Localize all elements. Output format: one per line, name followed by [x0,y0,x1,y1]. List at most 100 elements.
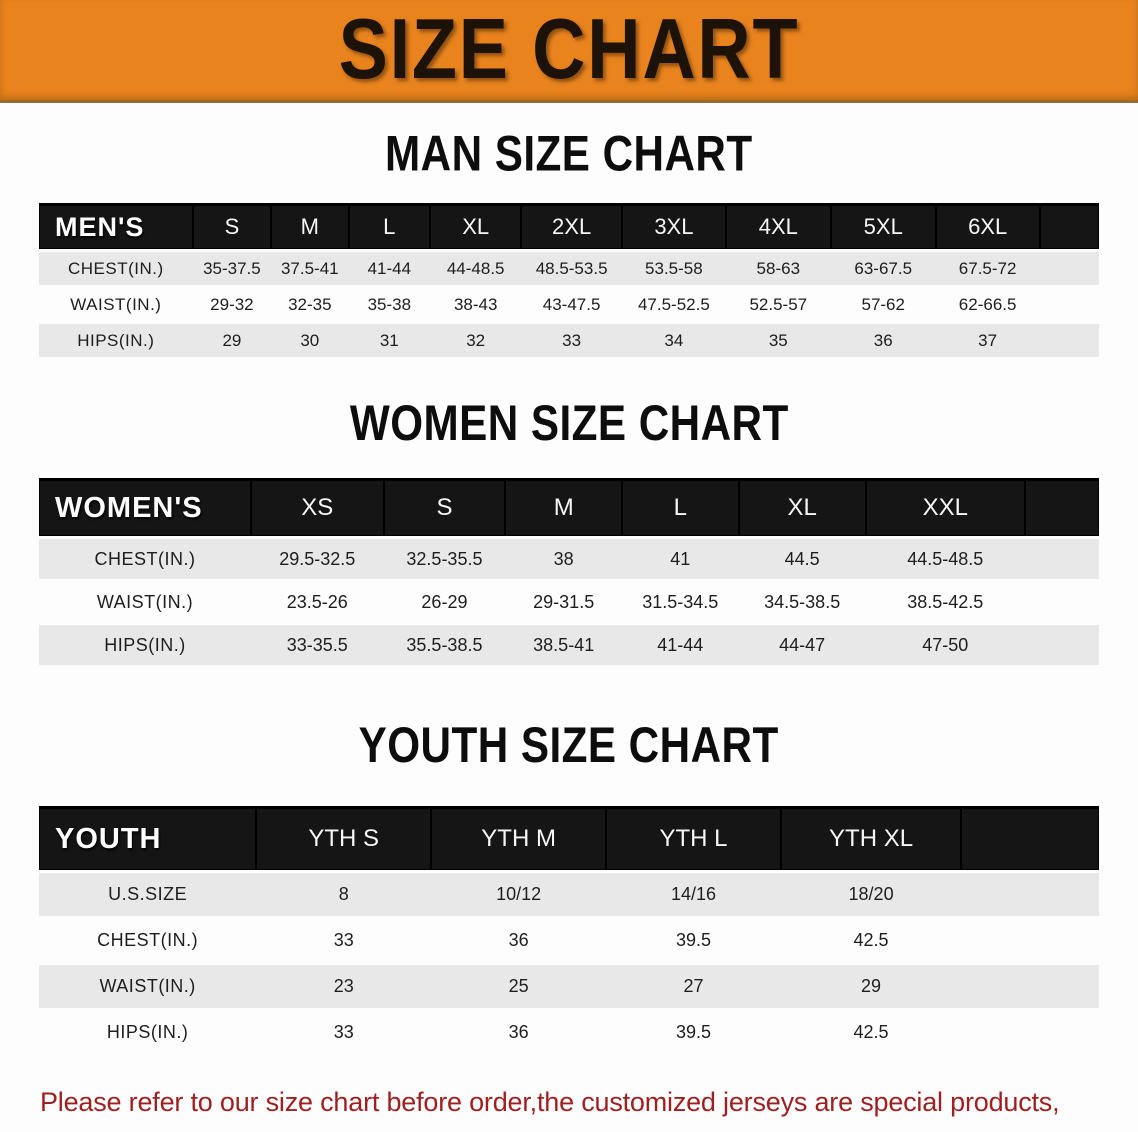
cell: 8 [256,871,432,919]
cell-filler [1024,623,1099,668]
cell: 32 [430,322,522,360]
men-heading-text: MAN SIZE CHART [385,126,753,183]
cell: 37.5-41 [271,250,349,288]
cell: 33 [521,322,622,360]
cell: 44-48.5 [430,250,522,288]
cell: 23.5-26 [251,580,384,625]
cell: 38.5-42.5 [865,580,1025,625]
cell: 29-31.5 [505,580,622,625]
men-row-hips: HIPS(IN.) 29 30 31 32 33 34 35 36 37 [39,322,1099,360]
cell: 35.5-38.5 [383,623,506,668]
cell: 18/20 [780,871,962,919]
women-col-xl: XL [738,478,866,539]
cell-filler [961,871,1099,919]
cell: 35 [725,322,831,360]
cell: 10/12 [431,871,607,919]
youth-row-hips: HIPS(IN.) 33 36 39.5 42.5 [39,1009,1099,1057]
cell: 35-37.5 [192,250,272,288]
row-label: CHEST(IN.) [39,250,193,288]
row-label: CHEST(IN.) [39,537,251,582]
cell: 29 [192,322,272,360]
banner: SIZE CHART [0,0,1138,103]
women-size-table: WOMEN'S XS S M L XL XXL CHEST(IN.) 29.5-… [39,478,1099,668]
cell: 29 [780,963,962,1011]
row-label: HIPS(IN.) [39,623,251,668]
youth-col-s: YTH S [256,806,432,873]
cell: 23 [256,963,432,1011]
cell: 43-47.5 [521,286,622,324]
youth-table-label: YOUTH [39,806,257,873]
cell: 35-38 [348,286,431,324]
disclaimer-note: Please refer to our size chart before or… [40,1081,1098,1132]
cell-filler [1039,322,1099,360]
cell: 44.5 [738,537,866,582]
men-col-5xl: 5XL [830,203,936,252]
cell: 42.5 [780,1009,962,1057]
men-size-table: MEN'S S M L XL 2XL 3XL 4XL 5XL 6XL CHEST… [39,203,1099,360]
cell: 44-47 [738,623,866,668]
cell: 34 [621,322,726,360]
men-table-label: MEN'S [39,203,193,252]
cell: 57-62 [830,286,936,324]
cell: 62-66.5 [935,286,1040,324]
cell: 34.5-38.5 [738,580,866,625]
cell: 36 [431,1009,607,1057]
women-row-waist: WAIST(IN.) 23.5-26 26-29 29-31.5 31.5-34… [39,580,1099,625]
men-col-xl: XL [430,203,522,252]
row-label: WAIST(IN.) [39,286,193,324]
cell-filler [961,963,1099,1011]
women-col-xxl: XXL [865,478,1025,539]
women-header-row: WOMEN'S XS S M L XL XXL [39,478,1099,539]
women-col-xs: XS [251,478,384,539]
men-col-s: S [192,203,272,252]
cell: 36 [830,322,936,360]
men-col-2xl: 2XL [521,203,622,252]
youth-row-chest: CHEST(IN.) 33 36 39.5 42.5 [39,917,1099,965]
men-col-4xl: 4XL [725,203,831,252]
men-section-heading: MAN SIZE CHART [0,126,1138,189]
cell-filler [961,917,1099,965]
cell-filler [961,1009,1099,1057]
youth-row-ussize: U.S.SIZE 8 10/12 14/16 18/20 [39,871,1099,919]
men-col-l: L [348,203,431,252]
cell: 39.5 [606,1009,781,1057]
cell: 53.5-58 [621,250,726,288]
men-row-waist: WAIST(IN.) 29-32 32-35 35-38 38-43 43-47… [39,286,1099,324]
cell: 47.5-52.5 [621,286,726,324]
cell-filler [1039,286,1099,324]
cell: 27 [606,963,781,1011]
youth-row-waist: WAIST(IN.) 23 25 27 29 [39,963,1099,1011]
women-col-l: L [621,478,739,539]
row-label: HIPS(IN.) [39,322,193,360]
cell: 38 [505,537,622,582]
cell: 42.5 [780,917,962,965]
cell: 29-32 [192,286,272,324]
row-label: WAIST(IN.) [39,963,257,1011]
youth-col-l: YTH L [606,806,781,873]
cell: 63-67.5 [830,250,936,288]
cell: 38.5-41 [505,623,622,668]
banner-title: SIZE CHART [338,2,800,97]
youth-col-xl: YTH XL [780,806,962,873]
cell: 44.5-48.5 [865,537,1025,582]
cell: 30 [271,322,349,360]
cell: 29.5-32.5 [251,537,384,582]
cell: 25 [431,963,607,1011]
cell: 37 [935,322,1040,360]
cell: 41 [621,537,739,582]
men-header-row: MEN'S S M L XL 2XL 3XL 4XL 5XL 6XL [39,203,1099,252]
cell: 48.5-53.5 [521,250,622,288]
cell: 31 [348,322,431,360]
cell: 52.5-57 [725,286,831,324]
cell: 67.5-72 [935,250,1040,288]
header-filler [961,806,1099,873]
cell: 58-63 [725,250,831,288]
cell: 31.5-34.5 [621,580,739,625]
women-col-m: M [505,478,622,539]
cell-filler [1024,537,1099,582]
youth-col-m: YTH M [431,806,607,873]
women-col-s: S [383,478,506,539]
cell: 38-43 [430,286,522,324]
youth-section-heading: YOUTH SIZE CHART [0,717,1138,780]
youth-heading-text: YOUTH SIZE CHART [358,717,780,774]
